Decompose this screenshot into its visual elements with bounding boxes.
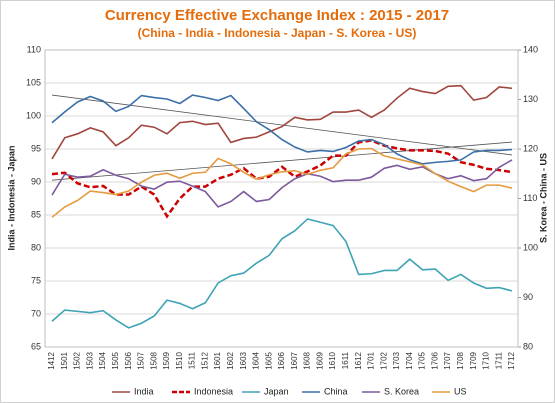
x-tick-label: 1703 [392,351,401,369]
x-tick-label: 1708 [456,351,465,369]
y2-axis-title: S. Korea - China - US [538,153,548,243]
x-tick-label: 1705 [418,351,427,369]
y-tick-label: 100 [26,110,41,120]
x-tick-label: 1503 [85,351,94,369]
x-tick-label: 1505 [111,351,120,369]
x-tick-label: 1501 [60,351,69,369]
y2-tick-label: 120 [523,143,538,153]
x-tick-label: 1607 [290,351,299,369]
legend-label: Japan [264,386,289,396]
x-tick-label: 1611 [341,351,350,369]
y2-tick-label: 110 [523,193,537,203]
chart-subtitle: (China - India - Indonesia - Japan - S. … [138,26,417,40]
y-tick-label: 95 [31,143,41,153]
y-tick-label: 90 [31,176,41,186]
legend-label: Indonesia [194,386,233,396]
x-tick-label: 1702 [379,351,388,369]
x-tick-label: 1506 [124,351,133,369]
x-tick-label: 1507 [137,351,146,369]
x-tick-label: 1612 [354,351,363,369]
legend-label: China [324,386,348,396]
x-tick-label: 1504 [98,351,107,369]
series-line [51,218,513,329]
x-tick-label: 1608 [303,351,312,369]
plot-area [44,49,519,348]
y-tick-label: 70 [31,308,41,318]
x-tick-label: 1502 [73,351,82,369]
legend-label: India [134,386,154,396]
x-tick-label: 1601 [213,351,222,369]
x-tick-label: 1509 [162,351,171,369]
y2-tick-label: 130 [523,94,538,104]
x-tick-label: 1701 [367,351,376,369]
x-tick-label: 1604 [252,351,261,369]
x-tick-label: 1606 [277,351,286,369]
x-tick-label: 1710 [482,351,491,369]
chart-title: Currency Effective Exchange Index : 2015… [105,7,449,24]
x-tick-label: 1603 [239,351,248,369]
y2-tick-label: 80 [523,341,533,351]
y-tick-label: 65 [31,341,41,351]
y-tick-label: 80 [31,242,41,252]
x-tick-label: 1510 [175,351,184,369]
x-tick-label: 1706 [430,351,439,369]
y-tick-label: 85 [31,209,41,219]
series-line [51,84,513,160]
y-tick-label: 75 [31,275,41,285]
series-line [51,94,513,165]
series-line [51,139,513,219]
x-tick-label: 1508 [149,351,158,369]
trend-line [51,141,513,181]
x-tick-label: 1709 [469,351,478,369]
legend-label: US [454,386,467,396]
x-tick-label: 1512 [200,351,209,369]
x-tick-label: 1602 [226,351,235,369]
x-tick-label: 1605 [264,351,273,369]
x-tick-label: 1704 [405,351,414,369]
y2-tick-label: 140 [523,44,538,54]
x-tick-label: 1712 [507,351,516,369]
x-tick-label: 1711 [494,351,503,369]
x-tick-label: 1707 [443,351,452,369]
trend-line [51,94,513,156]
y-tick-label: 105 [26,77,41,87]
legend-label: S. Korea [384,386,419,396]
y2-tick-label: 90 [523,292,533,302]
x-tick-label: 1609 [315,351,324,369]
series-line [51,147,513,218]
x-tick-label: 1610 [328,351,337,369]
x-tick-label: 1511 [188,351,197,369]
y-tick-label: 110 [27,44,41,54]
x-tick-label: 1412 [47,351,56,369]
y-axis-title: India - Indonesia - Japan [6,145,16,250]
y2-tick-label: 100 [523,242,538,252]
